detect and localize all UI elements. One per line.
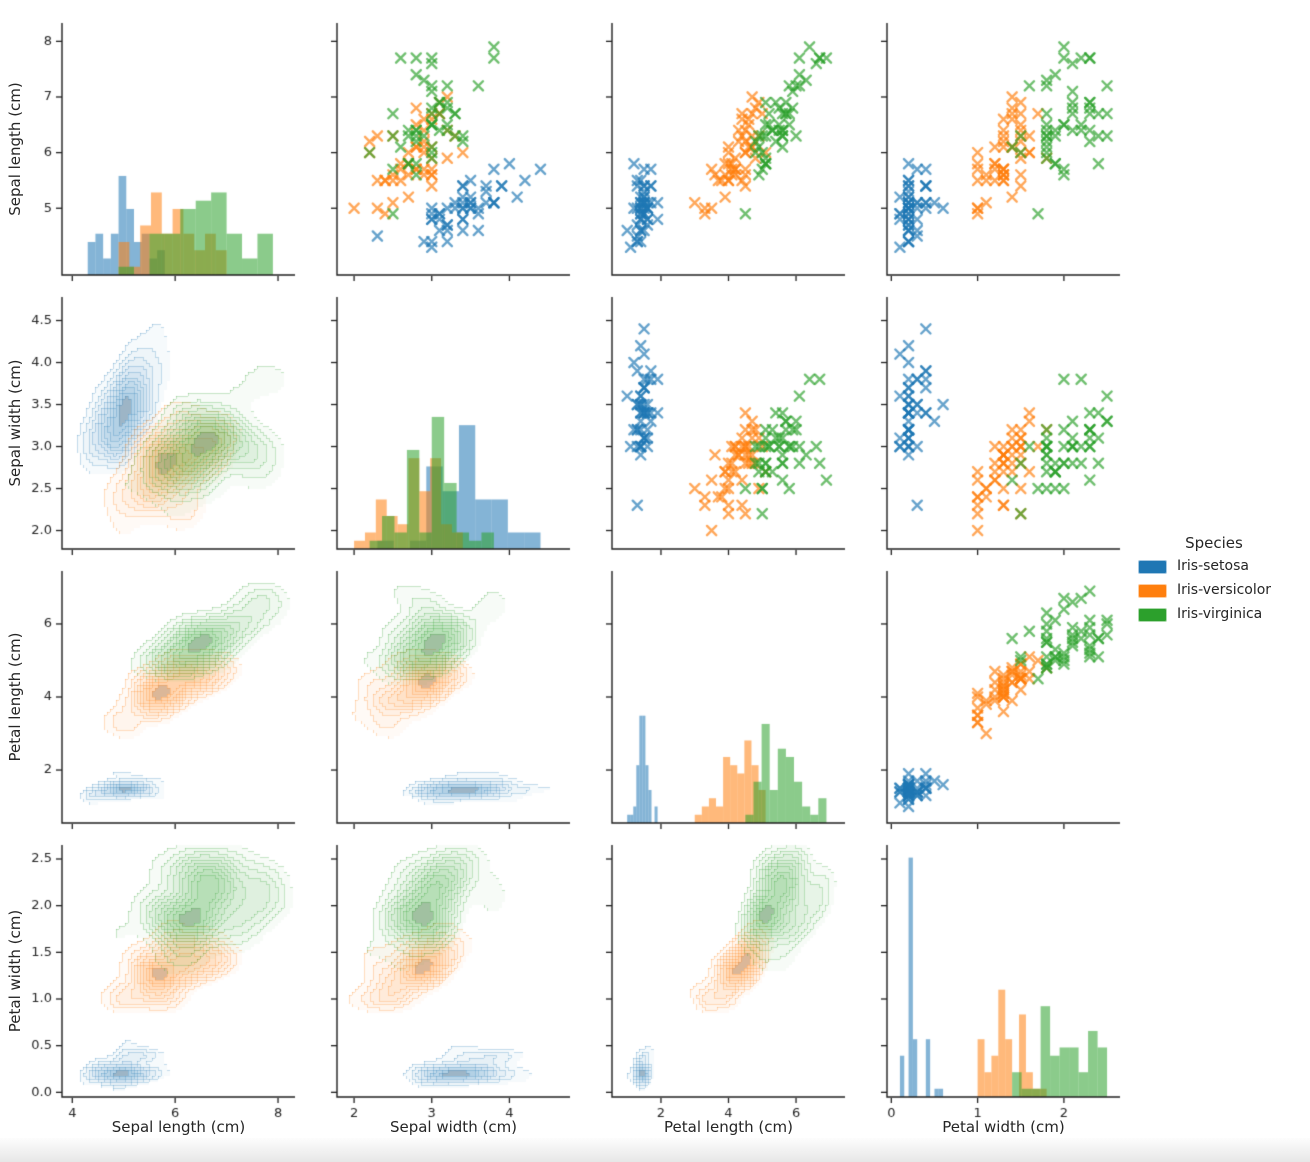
y-axis-label-petal-width: Petal width (cm) [6,909,24,1033]
subplot-kde-r1c0 [18,288,304,583]
subplot-hist-r1c1 [293,288,579,583]
legend-swatch-setosa [1138,559,1167,574]
subplot-hist-r2c2 [568,562,854,857]
legend: Species Iris-setosa Iris-versicolor Iris… [1138,534,1290,631]
subplot-kde-r2c1 [293,562,579,857]
subplot-scatter-r0c1 [293,14,579,309]
y-axis-label-petal-length: Petal length (cm) [6,632,24,762]
legend-entry-setosa: Iris-setosa [1138,559,1290,574]
subplot-scatter-r1c3 [843,288,1129,583]
subplot-kde-r2c0 [18,562,304,857]
subplot-kde-r3c1 [293,836,579,1131]
subplot-scatter-r1c2 [568,288,854,583]
subplot-hist-r3c3 [843,836,1129,1131]
subplot-scatter-r0c2 [568,14,854,309]
x-axis-label-petal-length: Petal length (cm) [664,1118,793,1136]
legend-swatch-versicolor [1138,583,1167,598]
legend-entry-versicolor: Iris-versicolor [1138,583,1290,598]
subplot-kde-r3c2 [568,836,854,1131]
subplot-scatter-r0c3 [843,14,1129,309]
legend-swatch-virginica [1138,607,1167,622]
subplot-hist-r0c0 [18,14,304,309]
subplot-scatter-r2c3 [843,562,1129,857]
x-axis-label-petal-width: Petal width (cm) [942,1118,1065,1136]
legend-entry-virginica: Iris-virginica [1138,607,1290,622]
legend-title: Species [1185,534,1243,552]
x-axis-label-sepal-length: Sepal length (cm) [111,1118,246,1136]
legend-label-setosa: Iris-setosa [1177,558,1249,574]
y-axis-label-sepal-length: Sepal length (cm) [6,82,24,216]
legend-label-virginica: Iris-virginica [1177,606,1263,622]
legend-label-versicolor: Iris-versicolor [1177,582,1272,598]
x-axis-label-sepal-width: Sepal width (cm) [389,1118,518,1136]
subplot-kde-r3c0 [18,836,304,1131]
footer-strip [0,1138,1310,1162]
y-axis-label-sepal-width: Sepal width (cm) [6,359,24,487]
